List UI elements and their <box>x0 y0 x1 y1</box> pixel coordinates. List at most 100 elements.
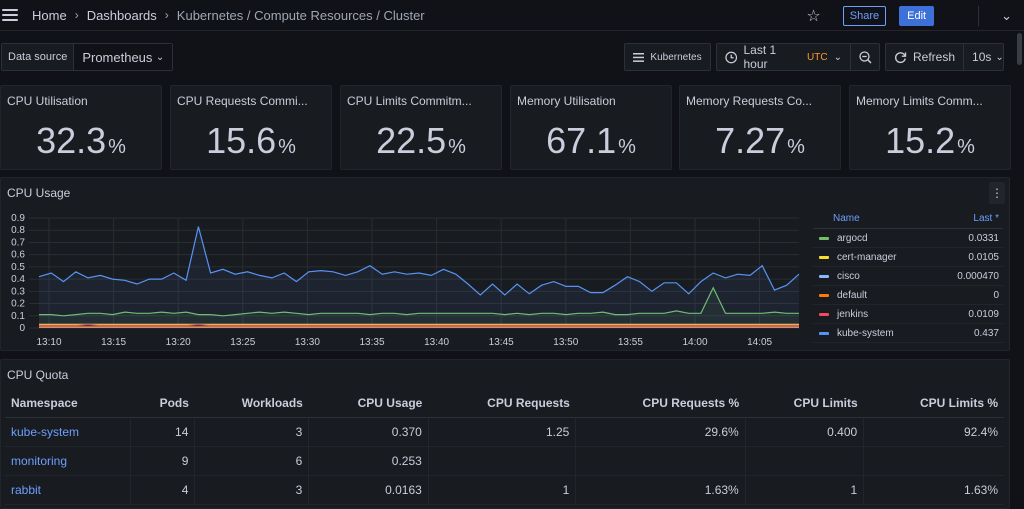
table-header-row: Namespace Pods Workloads CPU Usage CPU R… <box>5 389 1004 418</box>
table-cell: 4 <box>130 475 196 505</box>
stat-unit: % <box>108 136 126 158</box>
stat-value: 15.2% <box>850 120 1010 162</box>
legend-item-cert-manager[interactable]: cert-manager 0.0105 <box>813 248 1003 267</box>
table-cell: 1.25 <box>428 417 577 447</box>
table-cell <box>575 446 746 476</box>
column-header-cpu-limits[interactable]: CPU Limits <box>745 389 864 418</box>
edit-button[interactable]: Edit <box>899 5 935 26</box>
legend-name-header[interactable]: Name <box>833 213 860 224</box>
stat-panel-cpu-requests-commitment[interactable]: CPU Requests Commi... 15.6% <box>170 85 332 170</box>
x-tick-label: 13:45 <box>489 337 514 348</box>
legend-series-name: kube-system <box>837 327 894 339</box>
legend-series-name: default <box>837 289 868 301</box>
zoom-out-icon[interactable] <box>851 50 879 64</box>
y-tick-label: 0 <box>19 323 25 334</box>
stat-panel-memory-utilisation[interactable]: Memory Utilisation 67.1% <box>510 85 672 170</box>
stat-panel-memory-requests-commitment[interactable]: Memory Requests Co... 7.27% <box>679 85 841 170</box>
series-area-kube-system <box>39 226 799 328</box>
legend-last-header[interactable]: Last * <box>973 213 999 224</box>
table-row: monitoring 9 6 0.253 <box>5 446 1004 476</box>
y-tick-label: 0.3 <box>11 286 25 297</box>
datasource-picker: Data source Prometheus ⌄ <box>1 43 174 71</box>
series-line-kube-system <box>38 226 800 296</box>
y-tick-label: 0.9 <box>11 213 25 224</box>
cpu-usage-panel: CPU Usage ⋮ 0 0.1 0.2 0.3 0.4 0.5 0.6 0.7 0.8 0.9… <box>0 177 1010 351</box>
share-button[interactable]: Share <box>842 5 887 26</box>
stat-value: 22.5% <box>341 120 501 162</box>
stat-title: Memory Utilisation <box>517 94 616 108</box>
column-header-workloads[interactable]: Workloads <box>194 389 309 418</box>
legend-last-value: 0 <box>993 289 999 301</box>
time-picker: Last 1 hour UTC ⌄ <box>716 43 880 71</box>
namespace-link[interactable]: monitoring <box>5 446 131 476</box>
refresh-button[interactable]: Refresh <box>886 44 965 70</box>
stat-unit: % <box>448 136 466 158</box>
datasource-label: Data source <box>2 44 75 70</box>
column-header-cpu-limits-pct[interactable]: CPU Limits % <box>863 389 1004 418</box>
stat-number: 32.3 <box>36 120 107 161</box>
column-header-cpu-usage[interactable]: CPU Usage <box>308 389 429 418</box>
list-icon <box>633 52 645 62</box>
x-tick-label: 13:30 <box>295 337 320 348</box>
menu-icon[interactable] <box>2 9 18 21</box>
stat-number: 7.27 <box>715 120 786 161</box>
column-header-cpu-requests[interactable]: CPU Requests <box>428 389 576 418</box>
chevron-down-icon: ⌄ <box>833 51 842 63</box>
table-cell: 92.4% <box>863 417 1004 447</box>
legend-item-argocd[interactable]: argocd 0.0331 <box>813 229 1003 248</box>
legend-swatch <box>819 255 829 259</box>
stat-value: 67.1% <box>511 120 671 162</box>
column-header-pods[interactable]: Pods <box>130 389 195 418</box>
namespace-link[interactable]: kube-system <box>5 417 131 447</box>
clock-icon <box>725 51 738 63</box>
x-tick-label: 13:25 <box>230 337 255 348</box>
x-tick-label: 13:40 <box>424 337 449 348</box>
stat-value: 32.3% <box>1 120 161 162</box>
stat-panel-cpu-utilisation[interactable]: CPU Utilisation 32.3% <box>0 85 162 170</box>
star-icon[interactable]: ☆ <box>806 7 821 25</box>
column-header-cpu-requests-pct[interactable]: CPU Requests % <box>575 389 746 418</box>
x-tick-label: 13:55 <box>618 337 643 348</box>
datasource-value: Prometheus <box>82 49 153 65</box>
chevron-down-icon: ⌄ <box>155 51 165 63</box>
stat-panel-cpu-limits-commitment[interactable]: CPU Limits Commitm... 22.5% <box>340 85 502 170</box>
kubernetes-label: Kubernetes <box>650 51 702 63</box>
time-range-value: Last 1 hour <box>743 43 777 71</box>
table-cell: 1.63% <box>575 475 746 505</box>
kubernetes-links-button[interactable]: Kubernetes <box>624 43 711 71</box>
y-tick-label: 0.4 <box>11 274 25 285</box>
table-row: rabbit 4 3 0.0163 1 1.63% 1 1.63% <box>5 475 1004 505</box>
refresh-icon <box>895 51 907 63</box>
cpu-quota-table: Namespace Pods Workloads CPU Usage CPU R… <box>5 389 1004 505</box>
chevron-down-icon[interactable]: ⌄ <box>1001 7 1012 23</box>
datasource-select[interactable]: Prometheus ⌄ <box>74 44 173 70</box>
panel-menu-icon[interactable]: ⋮ <box>989 182 1005 204</box>
refresh-interval-select[interactable]: 10s ⌄ <box>964 50 1012 64</box>
legend-series-name: cert-manager <box>837 251 897 263</box>
legend-item-kube-system[interactable]: kube-system 0.437 <box>813 324 1003 343</box>
legend-swatch <box>819 293 829 297</box>
legend-item-jenkins[interactable]: jenkins 0.0109 <box>813 305 1003 324</box>
refresh-label: Refresh <box>913 50 956 64</box>
breadcrumb-home[interactable]: Home <box>32 7 67 23</box>
stat-number: 67.1 <box>546 120 617 161</box>
column-header-namespace[interactable]: Namespace <box>5 389 131 418</box>
y-tick-label: 0.8 <box>11 225 25 236</box>
table-cell: 3 <box>194 475 310 505</box>
legend-last-value: 0.0109 <box>968 308 999 320</box>
table-cell: 3 <box>194 417 310 447</box>
table-cell <box>745 446 865 476</box>
legend-series-name: jenkins <box>837 308 869 320</box>
x-tick-label: 14:00 <box>682 337 707 348</box>
legend-item-cisco[interactable]: cisco 0.000470 <box>813 267 1003 286</box>
y-tick-label: 0.1 <box>11 311 25 322</box>
legend-item-default[interactable]: default 0 <box>813 286 1003 305</box>
time-range-button[interactable]: Last 1 hour UTC ⌄ <box>717 43 851 71</box>
monitor-icon[interactable] <box>950 5 980 26</box>
stat-panel-memory-limits-commitment[interactable]: Memory Limits Comm... 15.2% <box>849 85 1011 170</box>
scrollbar[interactable] <box>1017 33 1022 65</box>
namespace-link[interactable]: rabbit <box>5 475 131 505</box>
breadcrumb-dashboards[interactable]: Dashboards <box>86 7 157 23</box>
legend-series-name: argocd <box>837 232 868 244</box>
table-cell: 1 <box>428 475 577 505</box>
